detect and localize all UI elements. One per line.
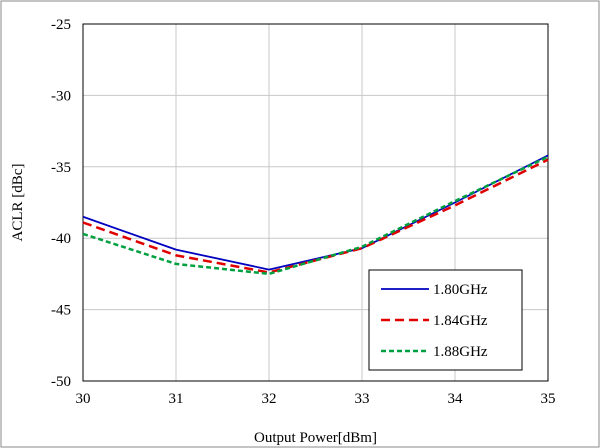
series-lines <box>82 154 549 276</box>
x-tick-label: 33 <box>355 391 370 407</box>
x-tick-label: 31 <box>169 391 184 407</box>
x-tick-label: 30 <box>76 391 91 407</box>
y-tick-label: -50 <box>51 374 71 390</box>
series-line-1-84ghz <box>82 158 549 274</box>
x-axis-title: Output Power[dBm] <box>254 430 377 446</box>
y-tick-label: -35 <box>51 160 71 176</box>
y-axis-title: ACLR [dBc] <box>10 164 26 242</box>
x-tick-label: 34 <box>448 391 464 407</box>
tick-labels: 30 31 32 33 34 35 -50 -45 -40 -35 -30 -25 <box>51 17 556 407</box>
legend-label: 1.88GHz <box>433 344 488 360</box>
x-tick-label: 32 <box>262 391 277 407</box>
x-tick-label: 35 <box>541 391 556 407</box>
y-tick-label: -40 <box>51 231 71 247</box>
y-tick-label: -25 <box>51 17 71 33</box>
legend-label: 1.84GHz <box>433 313 488 329</box>
series-line-1-88ghz <box>82 155 549 276</box>
plot-border <box>82 23 549 382</box>
y-tick-label: -45 <box>51 303 71 319</box>
legend-box <box>368 269 523 371</box>
legend-label: 1.80GHz <box>433 282 488 298</box>
y-tick-label: -30 <box>51 88 71 104</box>
grid <box>83 24 548 381</box>
legend: 1.80GHz 1.84GHz 1.88GHz <box>368 269 523 371</box>
